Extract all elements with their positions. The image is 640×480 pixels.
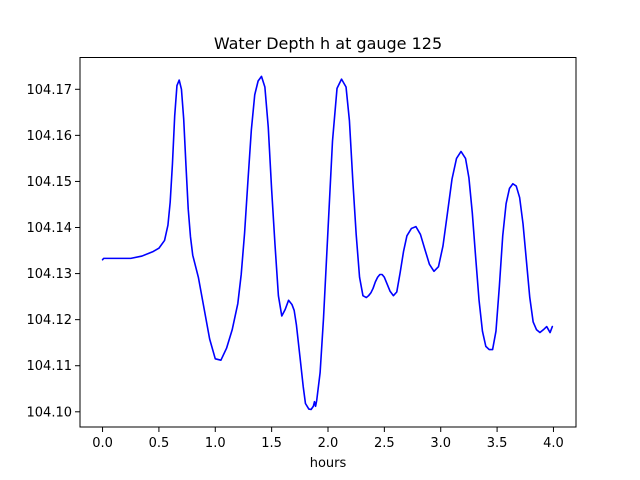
x-tick-label: 3.5 <box>487 436 508 451</box>
y-tick-label: 104.17 <box>27 83 73 98</box>
axes-frame <box>79 57 577 428</box>
x-tick-label: 0.5 <box>149 436 170 451</box>
y-tick-label: 104.11 <box>27 359 73 374</box>
y-tick-label: 104.13 <box>27 267 73 282</box>
x-axis-label: hours <box>310 456 347 471</box>
x-tick-label: 2.0 <box>318 436 339 451</box>
y-axis: 104.10 104.11 104.12 104.13 104.14 104.15 104.… <box>27 83 80 420</box>
x-tick-label: 3.0 <box>430 436 451 451</box>
x-tick-label: 4.0 <box>543 436 564 451</box>
plot-area <box>101 75 554 411</box>
chart-title: Water Depth h at gauge 125 <box>214 34 442 53</box>
x-tick-label: 0.0 <box>92 436 113 451</box>
y-tick-label: 104.12 <box>27 313 73 328</box>
x-tick-label: 1.5 <box>261 436 282 451</box>
series-line-0 <box>101 75 554 411</box>
x-axis: 0.0 0.5 1.0 1.5 2.0 2.5 3.0 3.5 4.0 <box>92 427 564 451</box>
y-tick-label: 104.16 <box>27 129 73 144</box>
y-tick-label: 104.14 <box>27 221 73 236</box>
x-tick-label: 1.0 <box>205 436 226 451</box>
y-tick-label: 104.10 <box>27 405 73 420</box>
y-tick-label: 104.15 <box>27 175 73 190</box>
x-tick-label: 2.5 <box>374 436 395 451</box>
